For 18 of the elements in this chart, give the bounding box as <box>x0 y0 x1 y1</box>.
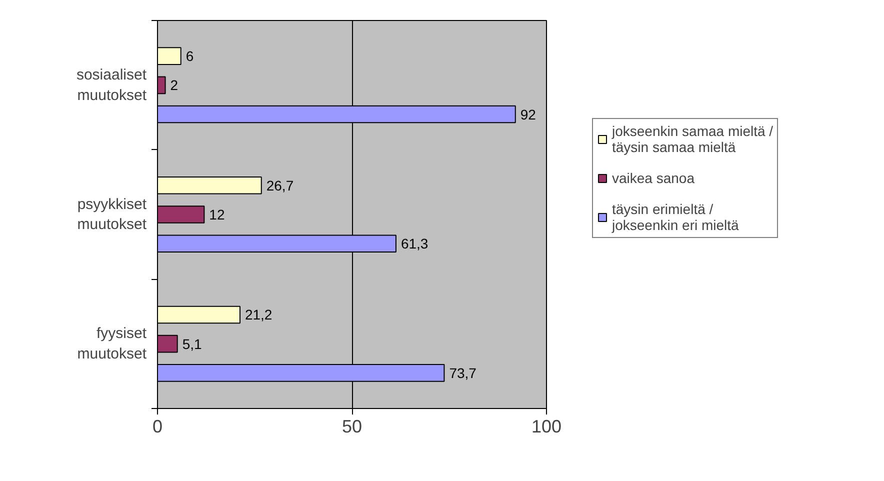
data-label: 92 <box>520 106 536 122</box>
data-label: 21,2 <box>244 306 272 323</box>
data-label: 73,7 <box>449 364 477 381</box>
legend-label: jokseenkin samaa mieltä / täysin samaa mieltä <box>612 123 774 155</box>
x-tick-label: 100 <box>531 416 562 436</box>
data-label: 6 <box>186 48 194 64</box>
y-tick-label: fyysiset muutokset <box>77 325 148 363</box>
y-tick-label: sosiaaliset muutokset <box>76 66 148 104</box>
data-label: 26,7 <box>266 177 294 194</box>
x-tick-label: 0 <box>152 416 163 436</box>
x-tick-label: 50 <box>342 416 362 436</box>
data-label: 5,1 <box>182 336 202 352</box>
data-label: 61,3 <box>400 236 428 252</box>
data-label: 2 <box>170 77 178 94</box>
y-tick-label: psyykkiset muutokset <box>77 196 148 234</box>
data-label: 12 <box>209 206 225 222</box>
legend-label: täysin erimieltä / jokseenkin eri mieltä <box>612 201 739 233</box>
legend-label: vaikea sanoa <box>612 169 695 187</box>
